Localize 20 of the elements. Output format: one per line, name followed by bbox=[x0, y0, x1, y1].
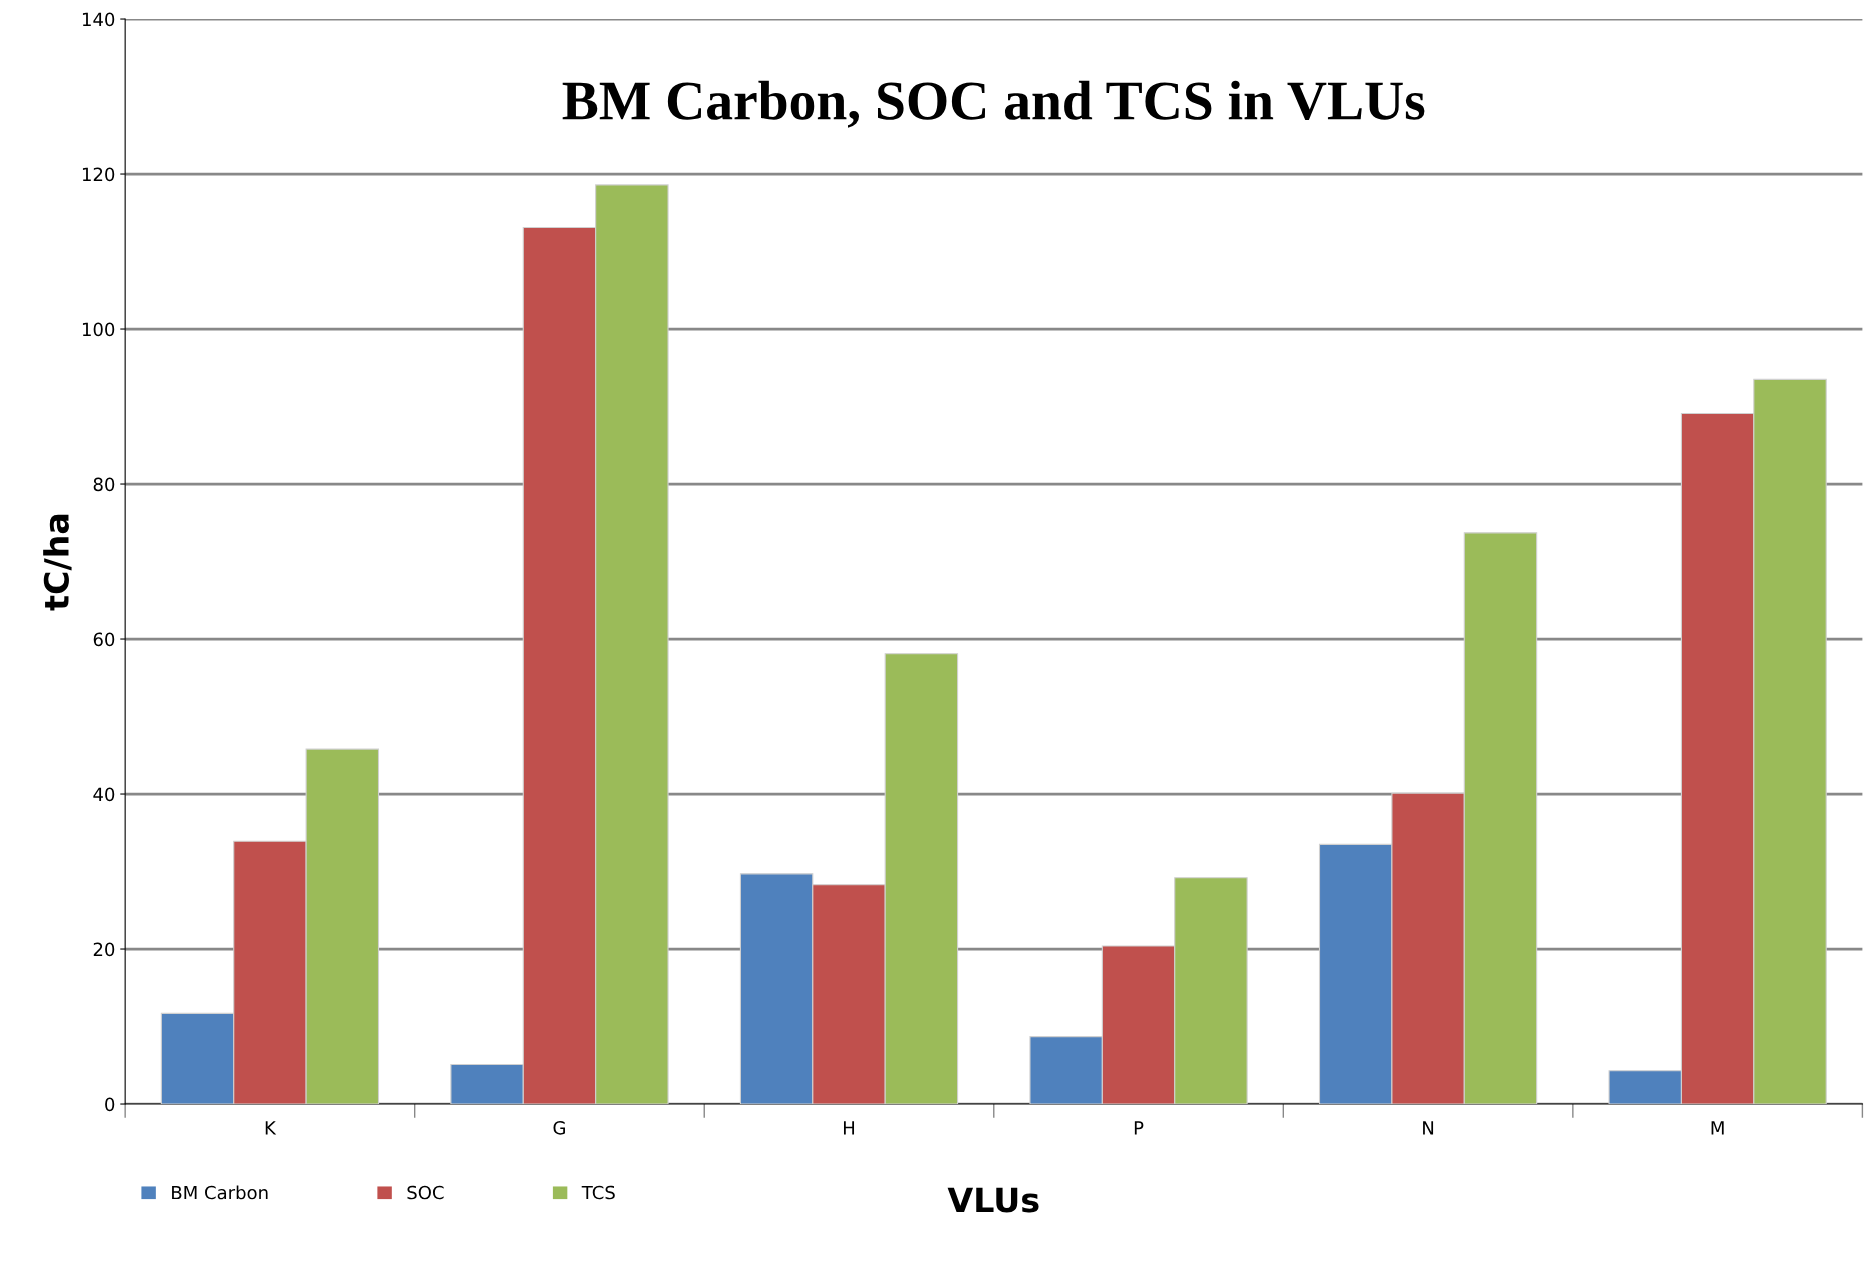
y-tick-label: 120 bbox=[82, 167, 115, 182]
y-tick-label: 60 bbox=[93, 632, 115, 647]
legend-label: SOC bbox=[407, 1185, 444, 1200]
y-tick-label: 40 bbox=[93, 787, 115, 802]
x-tick-label: K bbox=[265, 1121, 277, 1135]
y-tick-label: 140 bbox=[82, 12, 115, 27]
x-axis-title: VLUs bbox=[947, 1187, 1039, 1213]
y-tick-label: 100 bbox=[82, 322, 115, 337]
y-tick-label: 0 bbox=[105, 1097, 115, 1112]
legend-label: TCS bbox=[581, 1185, 615, 1200]
x-tick-label: P bbox=[1134, 1121, 1144, 1135]
x-tick-label: G bbox=[553, 1121, 565, 1135]
x-tick-label: M bbox=[1711, 1121, 1724, 1135]
x-tick-label: N bbox=[1423, 1121, 1434, 1135]
y-tick-label: 20 bbox=[93, 942, 115, 957]
x-tick-label: H bbox=[843, 1121, 855, 1135]
legend-label: BM Carbon bbox=[172, 1185, 268, 1200]
y-axis-title: tC/ha bbox=[43, 514, 72, 611]
y-tick-label: 80 bbox=[93, 477, 115, 492]
text: BM Carbon, SOC and TCS in VLUs bbox=[562, 80, 1425, 128]
